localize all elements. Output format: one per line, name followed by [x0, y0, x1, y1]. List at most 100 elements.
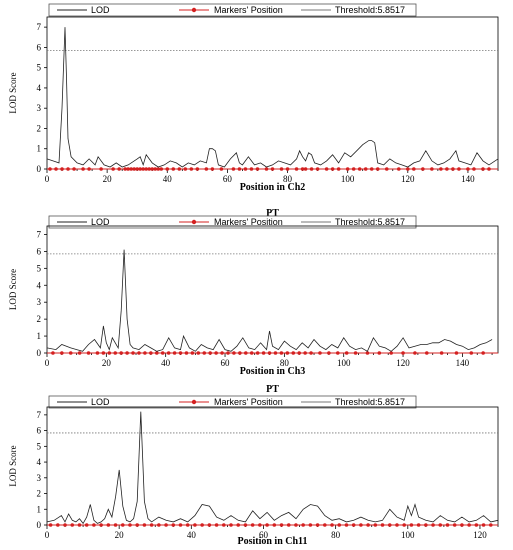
marker-position: [123, 167, 127, 171]
y-tick-label: 3: [37, 297, 42, 307]
marker-position: [487, 167, 491, 171]
marker-position: [126, 167, 130, 171]
plot-frame: [46, 225, 499, 354]
marker-position: [272, 523, 277, 527]
y-tick-label: 4: [37, 280, 42, 290]
marker-position: [430, 167, 434, 171]
marker-position: [164, 523, 168, 527]
marker-position: [84, 523, 89, 527]
marker-position: [467, 523, 471, 527]
marker-position: [229, 523, 233, 527]
marker-position: [129, 167, 133, 171]
x-tick-label: 40: [187, 530, 197, 540]
legend-threshold-label: Threshold:5.8517: [335, 397, 405, 407]
marker-position: [327, 351, 331, 355]
y-tick-label: 6: [37, 246, 42, 256]
x-tick-label: 140: [456, 358, 470, 368]
marker-position: [308, 523, 313, 527]
y-tick-label: 5: [37, 263, 42, 273]
marker-position: [267, 351, 272, 355]
x-tick-label: 60: [221, 358, 231, 368]
marker-position: [237, 167, 242, 171]
marker-position: [204, 167, 209, 171]
y-tick-label: 1: [37, 331, 42, 341]
marker-position: [66, 167, 70, 171]
marker-position: [56, 523, 60, 527]
marker-position: [72, 167, 76, 171]
marker-position: [137, 351, 141, 355]
marker-position: [297, 351, 302, 355]
marker-position: [294, 167, 299, 171]
legend-box: [48, 215, 417, 229]
marker-position: [344, 523, 349, 527]
marker-position: [177, 167, 182, 171]
marker-position: [438, 523, 443, 527]
marker-position: [51, 351, 55, 355]
marker-position: [273, 351, 278, 355]
marker-position: [412, 167, 416, 171]
y-tick-label: 4: [37, 83, 42, 93]
marker-position: [270, 167, 275, 171]
y-tick-label: 6: [37, 42, 42, 52]
marker-position: [153, 167, 158, 171]
marker-position: [345, 167, 350, 171]
marker-position: [184, 351, 189, 355]
marker-position: [231, 167, 236, 171]
x-tick-label: 0: [45, 174, 50, 184]
marker-position: [135, 523, 139, 527]
y-tick-label: 7: [37, 410, 42, 420]
marker-position: [132, 167, 136, 171]
legend-threshold-label: Threshold:5.8517: [335, 5, 405, 15]
y-tick-label: 7: [37, 229, 42, 239]
marker-position: [330, 523, 334, 527]
marker-position: [60, 167, 64, 171]
marker-position: [469, 351, 474, 355]
marker-position: [48, 167, 52, 171]
marker-position: [221, 523, 226, 527]
marker-position: [166, 351, 171, 355]
marker-position: [488, 523, 493, 527]
marker-position: [154, 351, 159, 355]
marker-position: [460, 523, 464, 527]
marker-position: [202, 351, 207, 355]
marker-position: [315, 167, 320, 171]
marker-position: [406, 167, 410, 171]
marker-position: [285, 351, 290, 355]
x-tick-label: 40: [161, 358, 171, 368]
marker-position: [389, 351, 393, 355]
lod-series-line: [46, 27, 499, 168]
marker-position: [141, 167, 146, 171]
marker-position: [395, 523, 399, 527]
y-tick-label: 7: [37, 22, 42, 32]
x-axis-title: Position in Ch2: [240, 182, 306, 193]
marker-position: [359, 523, 363, 527]
marker-position: [106, 523, 111, 527]
x-tick-label: 120: [396, 358, 410, 368]
marker-position: [128, 523, 132, 527]
panel-title: PT: [266, 384, 279, 395]
legend: LOD Markers' Position Threshold:5.8517: [48, 395, 417, 409]
marker-position: [99, 167, 103, 171]
marker-position: [77, 351, 82, 355]
marker-position: [285, 167, 290, 171]
marker-position: [336, 167, 341, 171]
marker-position: [125, 351, 129, 355]
x-tick-label: 0: [45, 358, 50, 368]
legend-markers-label: Markers' Position: [214, 217, 283, 227]
marker-position: [183, 167, 188, 171]
marker-position: [255, 351, 260, 355]
panel-title: PT: [266, 208, 279, 219]
marker-position: [113, 351, 118, 355]
marker-position: [250, 523, 255, 527]
x-tick-label: 40: [163, 174, 173, 184]
marker-position: [144, 167, 149, 171]
legend-markers-label: Markers' Position: [214, 397, 283, 407]
marker-position: [214, 351, 218, 355]
legend-threshold-label: Threshold:5.8517: [335, 217, 405, 227]
marker-position: [366, 523, 370, 527]
marker-position: [172, 351, 177, 355]
marker-position: [309, 167, 314, 171]
marker-position: [95, 351, 100, 355]
marker-position: [401, 351, 405, 355]
marker-position: [387, 523, 392, 527]
